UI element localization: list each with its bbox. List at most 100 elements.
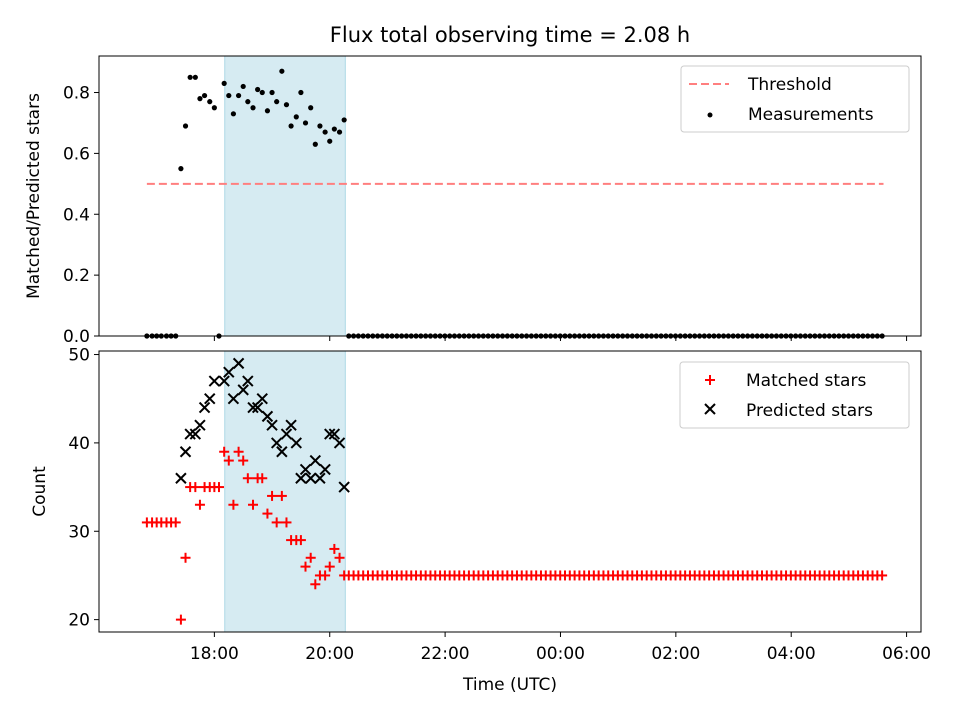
predicted-point [208,375,221,387]
cross-stroke [261,410,274,423]
y-tick-label: 0.4 [63,205,90,225]
y-ticks-bottom: 20 30 40 50 [68,346,99,631]
y-tick-label: 0.8 [63,84,90,104]
legend-predicted-swatch [704,403,716,415]
measurement-point [211,105,217,111]
matched-point [175,614,186,625]
legend-bottom: Matched stars Predicted stars [679,361,910,429]
cross-stroke [299,463,312,476]
predicted-point [223,366,235,378]
measurement-point [341,117,347,123]
y-tick-label: 30 [68,522,90,542]
predicted-point [237,384,249,396]
axes-frame-top [98,55,922,337]
legend-predicted-label: Predicted stars [746,401,873,421]
matched-point [180,552,191,563]
predicted-point [179,446,192,458]
measurement-point [312,141,318,147]
cross-stroke [328,428,341,440]
cross-stroke [194,419,206,431]
measurement-point [298,89,304,96]
measurement-point [302,120,309,126]
matched-point [213,482,224,493]
measurement-point [182,123,189,129]
measurement-point [293,114,299,120]
measurement-point [197,96,203,102]
matched-point [320,570,331,581]
cross-stroke [309,454,322,467]
matched-point [194,499,205,510]
predicted-point [304,472,317,484]
legend-threshold-label: Threshold [747,75,832,95]
cross-stroke [237,384,249,396]
cross-stroke [204,393,216,405]
measurement-point [283,102,290,108]
y-ticks-top: 0.0 0.2 0.4 0.6 0.8 [63,84,99,347]
predicted-point [227,393,240,405]
legend-measurements-swatch [707,112,713,118]
cross-stroke [208,375,221,387]
predicted-point [204,393,216,405]
measurement-point [250,105,256,111]
measurement-point [255,86,261,93]
matched-point [271,517,282,528]
x-tick-label: 18:00 [190,644,239,664]
y-tick-label: 40 [68,434,90,454]
cross-stroke [227,393,240,405]
predicted-point [309,454,322,467]
matched-point [300,561,311,572]
matched-point [238,455,249,466]
predicted-stars-points [175,357,350,493]
measurement-point [308,105,314,111]
x-tick-label: 06:00 [882,644,931,664]
measurement-point [230,111,237,117]
panel-ratio: 0.00.20.40.60.8 Matched/Predicted stars … [24,55,922,347]
matched-point [233,446,244,457]
legend-matched-swatch [705,375,715,385]
cross-stroke [285,419,297,431]
matched-point [242,473,253,484]
matched-point [170,517,181,528]
measurement-point [201,92,208,99]
cross-stroke [179,446,192,458]
predicted-point [198,401,211,414]
predicted-point [314,472,326,484]
predicted-point [266,419,278,431]
y-tick-label: 0.0 [63,327,90,347]
legend-matched-label: Matched stars [746,371,866,391]
cross-stroke [319,463,331,476]
legend-box-top [680,65,910,133]
predicted-point [328,428,341,440]
measurement-point [240,83,246,90]
x-tick-label: 00:00 [536,644,585,664]
legend-measurements-label: Measurements [748,105,874,125]
cross-stroke [276,446,288,458]
predicted-point [189,428,202,440]
matched-point [324,561,335,572]
x-tick-label: 02:00 [651,644,700,664]
measurement-point [327,138,333,144]
matched-point [295,535,306,546]
y-tick-label: 0.6 [63,144,90,164]
measurement-point [192,74,198,80]
predicted-point [299,463,312,476]
predicted-point [251,401,264,414]
matched-point [257,473,268,484]
x-axis-label: Time (UTC) [462,675,557,695]
cross-stroke [333,437,346,449]
predicted-point [194,419,206,431]
predicted-point [290,437,302,449]
y-axis-label-bottom: Count [30,466,50,517]
matched-point [334,552,345,563]
predicted-point [338,481,350,493]
matched-point [219,446,230,457]
chart-title: Flux total observing time = 2.08 h [330,23,690,47]
matched-point [329,543,340,554]
cross-stroke [242,375,254,387]
predicted-point [280,428,293,440]
matched-point [190,482,201,493]
cross-stroke [338,481,350,493]
cross-stroke [256,393,268,405]
predicted-point [333,437,346,449]
